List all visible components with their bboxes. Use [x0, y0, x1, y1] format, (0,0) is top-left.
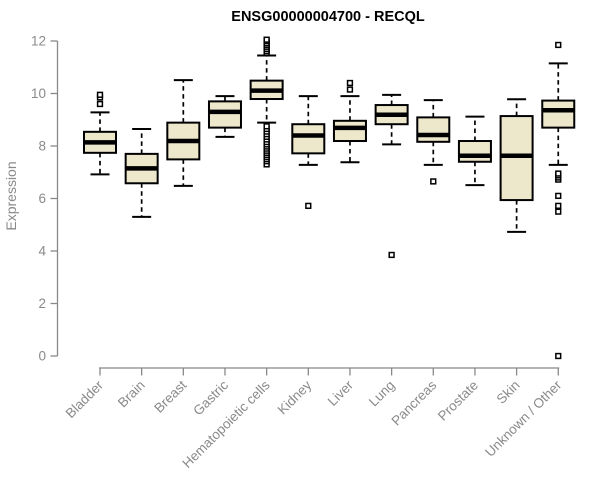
outlier-point — [305, 202, 312, 209]
box-group-lung — [374, 93, 409, 259]
iqr-box — [457, 140, 492, 163]
iqr-box — [499, 115, 534, 202]
outlier-point — [430, 178, 437, 185]
outlier-point — [555, 352, 562, 360]
box-group-kidney — [291, 95, 326, 209]
y-tick-label: 0 — [38, 349, 46, 364]
y-axis-label: Expression — [3, 161, 19, 230]
outlier-point — [263, 123, 270, 130]
box-group-liver — [332, 79, 367, 164]
iqr-box — [291, 123, 326, 155]
box-group-prostate — [457, 115, 492, 187]
outlier-point — [96, 91, 104, 98]
x-tick-label: Brain — [115, 378, 148, 411]
outlier-point — [346, 79, 354, 87]
y-tick-label: 2 — [38, 296, 46, 311]
y-tick-label: 10 — [31, 86, 46, 101]
x-tick-label: Breast — [151, 377, 189, 415]
outlier-point — [555, 192, 562, 200]
chart-title: ENSG00000004700 - RECQL — [231, 9, 425, 25]
iqr-box — [541, 99, 576, 129]
outlier-point — [555, 41, 562, 49]
iqr-box — [332, 119, 367, 143]
x-tick-label: Kidney — [275, 377, 315, 417]
x-tick-label: Pancreas — [388, 377, 439, 428]
box-group-skin — [499, 98, 534, 233]
outlier-point — [555, 170, 562, 177]
x-tick-label: Liver — [325, 377, 357, 409]
outlier-point — [96, 100, 104, 108]
outlier-point — [388, 251, 395, 259]
x-tick-label: Gastric — [190, 377, 231, 418]
x-tick-label: Lung — [366, 378, 398, 410]
y-tick-label: 4 — [38, 244, 46, 259]
outlier-point — [555, 202, 562, 209]
iqr-box — [207, 100, 242, 129]
box-group-unknown-other — [541, 41, 576, 360]
box-group-gastric — [207, 95, 242, 138]
x-tick-label: Unknown / Other — [482, 377, 565, 460]
y-tick-label: 8 — [38, 139, 46, 154]
x-tick-label: Bladder — [63, 377, 107, 421]
outlier-point — [555, 208, 562, 215]
y-tick-label: 12 — [31, 34, 46, 49]
x-tick-label: Skin — [494, 378, 523, 407]
box-group-brain — [124, 127, 159, 218]
box-group-breast — [166, 79, 201, 187]
box-group-bladder — [83, 91, 117, 176]
outlier-point — [263, 36, 270, 43]
box-group-pancreas — [416, 99, 451, 185]
outlier-point — [346, 86, 354, 93]
box-group-hematopoietic-cells — [249, 36, 284, 168]
y-tick-label: 6 — [38, 191, 46, 206]
x-tick-label: Prostate — [435, 378, 481, 424]
iqr-box — [416, 116, 451, 143]
